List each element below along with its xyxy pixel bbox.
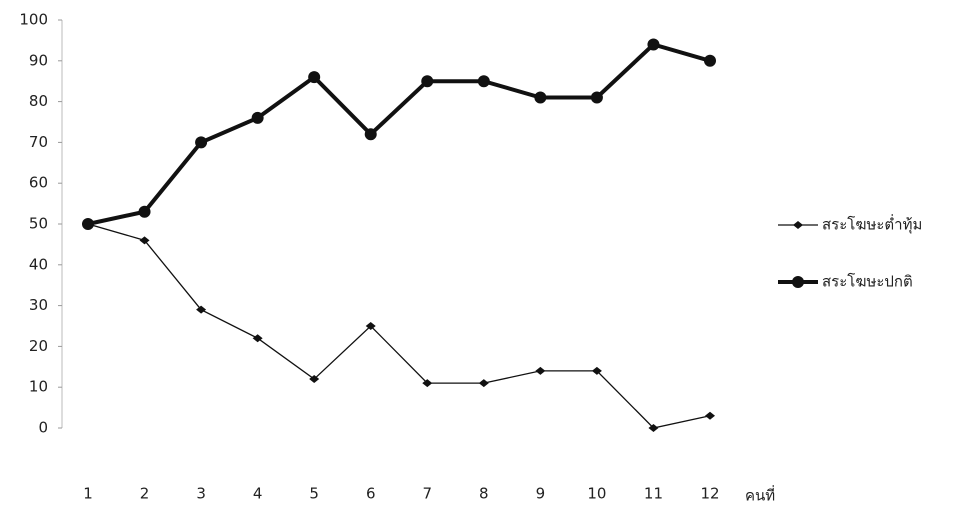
y-tick-label: 0	[38, 419, 48, 437]
x-tick-label: 4	[253, 485, 263, 503]
legend-marker	[793, 221, 803, 229]
x-tick-label: 2	[140, 485, 150, 503]
point	[422, 379, 433, 388]
y-tick-label: 30	[29, 296, 48, 314]
x-tick-label: 5	[309, 485, 319, 503]
point	[82, 218, 94, 230]
x-tick-label: 1	[83, 485, 93, 503]
x-tick-label: 8	[479, 485, 489, 503]
y-tick-label: 10	[29, 378, 48, 396]
legend-marker	[792, 276, 804, 288]
point	[138, 205, 151, 218]
x-tick-label: 10	[587, 485, 606, 503]
y-tick-label: 40	[29, 255, 48, 273]
legend-label: สระโฆษะปกติ	[822, 273, 913, 291]
point	[477, 75, 490, 88]
series-line	[87, 42, 711, 226]
point	[534, 91, 547, 104]
point	[535, 366, 546, 375]
point	[648, 424, 659, 432]
x-tick-label: 12	[700, 485, 719, 503]
y-tick-label: 60	[29, 174, 48, 192]
point	[251, 111, 264, 124]
point	[591, 366, 602, 375]
y-tick-label: 100	[19, 11, 48, 29]
x-tick-label: 9	[536, 485, 546, 503]
x-tick-label: 6	[366, 485, 376, 503]
y-tick-label: 20	[29, 337, 48, 355]
x-tick-label: 3	[196, 485, 206, 503]
x-axis-label: คนที่	[745, 485, 775, 505]
point	[647, 38, 660, 51]
point	[365, 322, 376, 330]
point	[195, 136, 208, 149]
point	[705, 411, 715, 420]
point	[196, 305, 207, 314]
legend-label: สระโฆษะต่ำทุ้ม	[822, 214, 922, 235]
point	[478, 379, 489, 388]
point	[704, 54, 716, 67]
point	[309, 375, 320, 384]
series-line	[87, 223, 711, 429]
point	[139, 236, 150, 245]
point	[421, 75, 434, 88]
point	[252, 334, 263, 343]
y-tick-label: 70	[29, 133, 48, 151]
point	[590, 91, 603, 104]
point	[364, 128, 377, 141]
point	[308, 71, 321, 84]
y-tick-label: 80	[29, 92, 48, 110]
x-tick-label: 7	[422, 485, 432, 503]
y-tick-label: 90	[29, 51, 48, 69]
y-tick-label: 50	[29, 215, 48, 233]
x-tick-label: 11	[644, 485, 663, 503]
